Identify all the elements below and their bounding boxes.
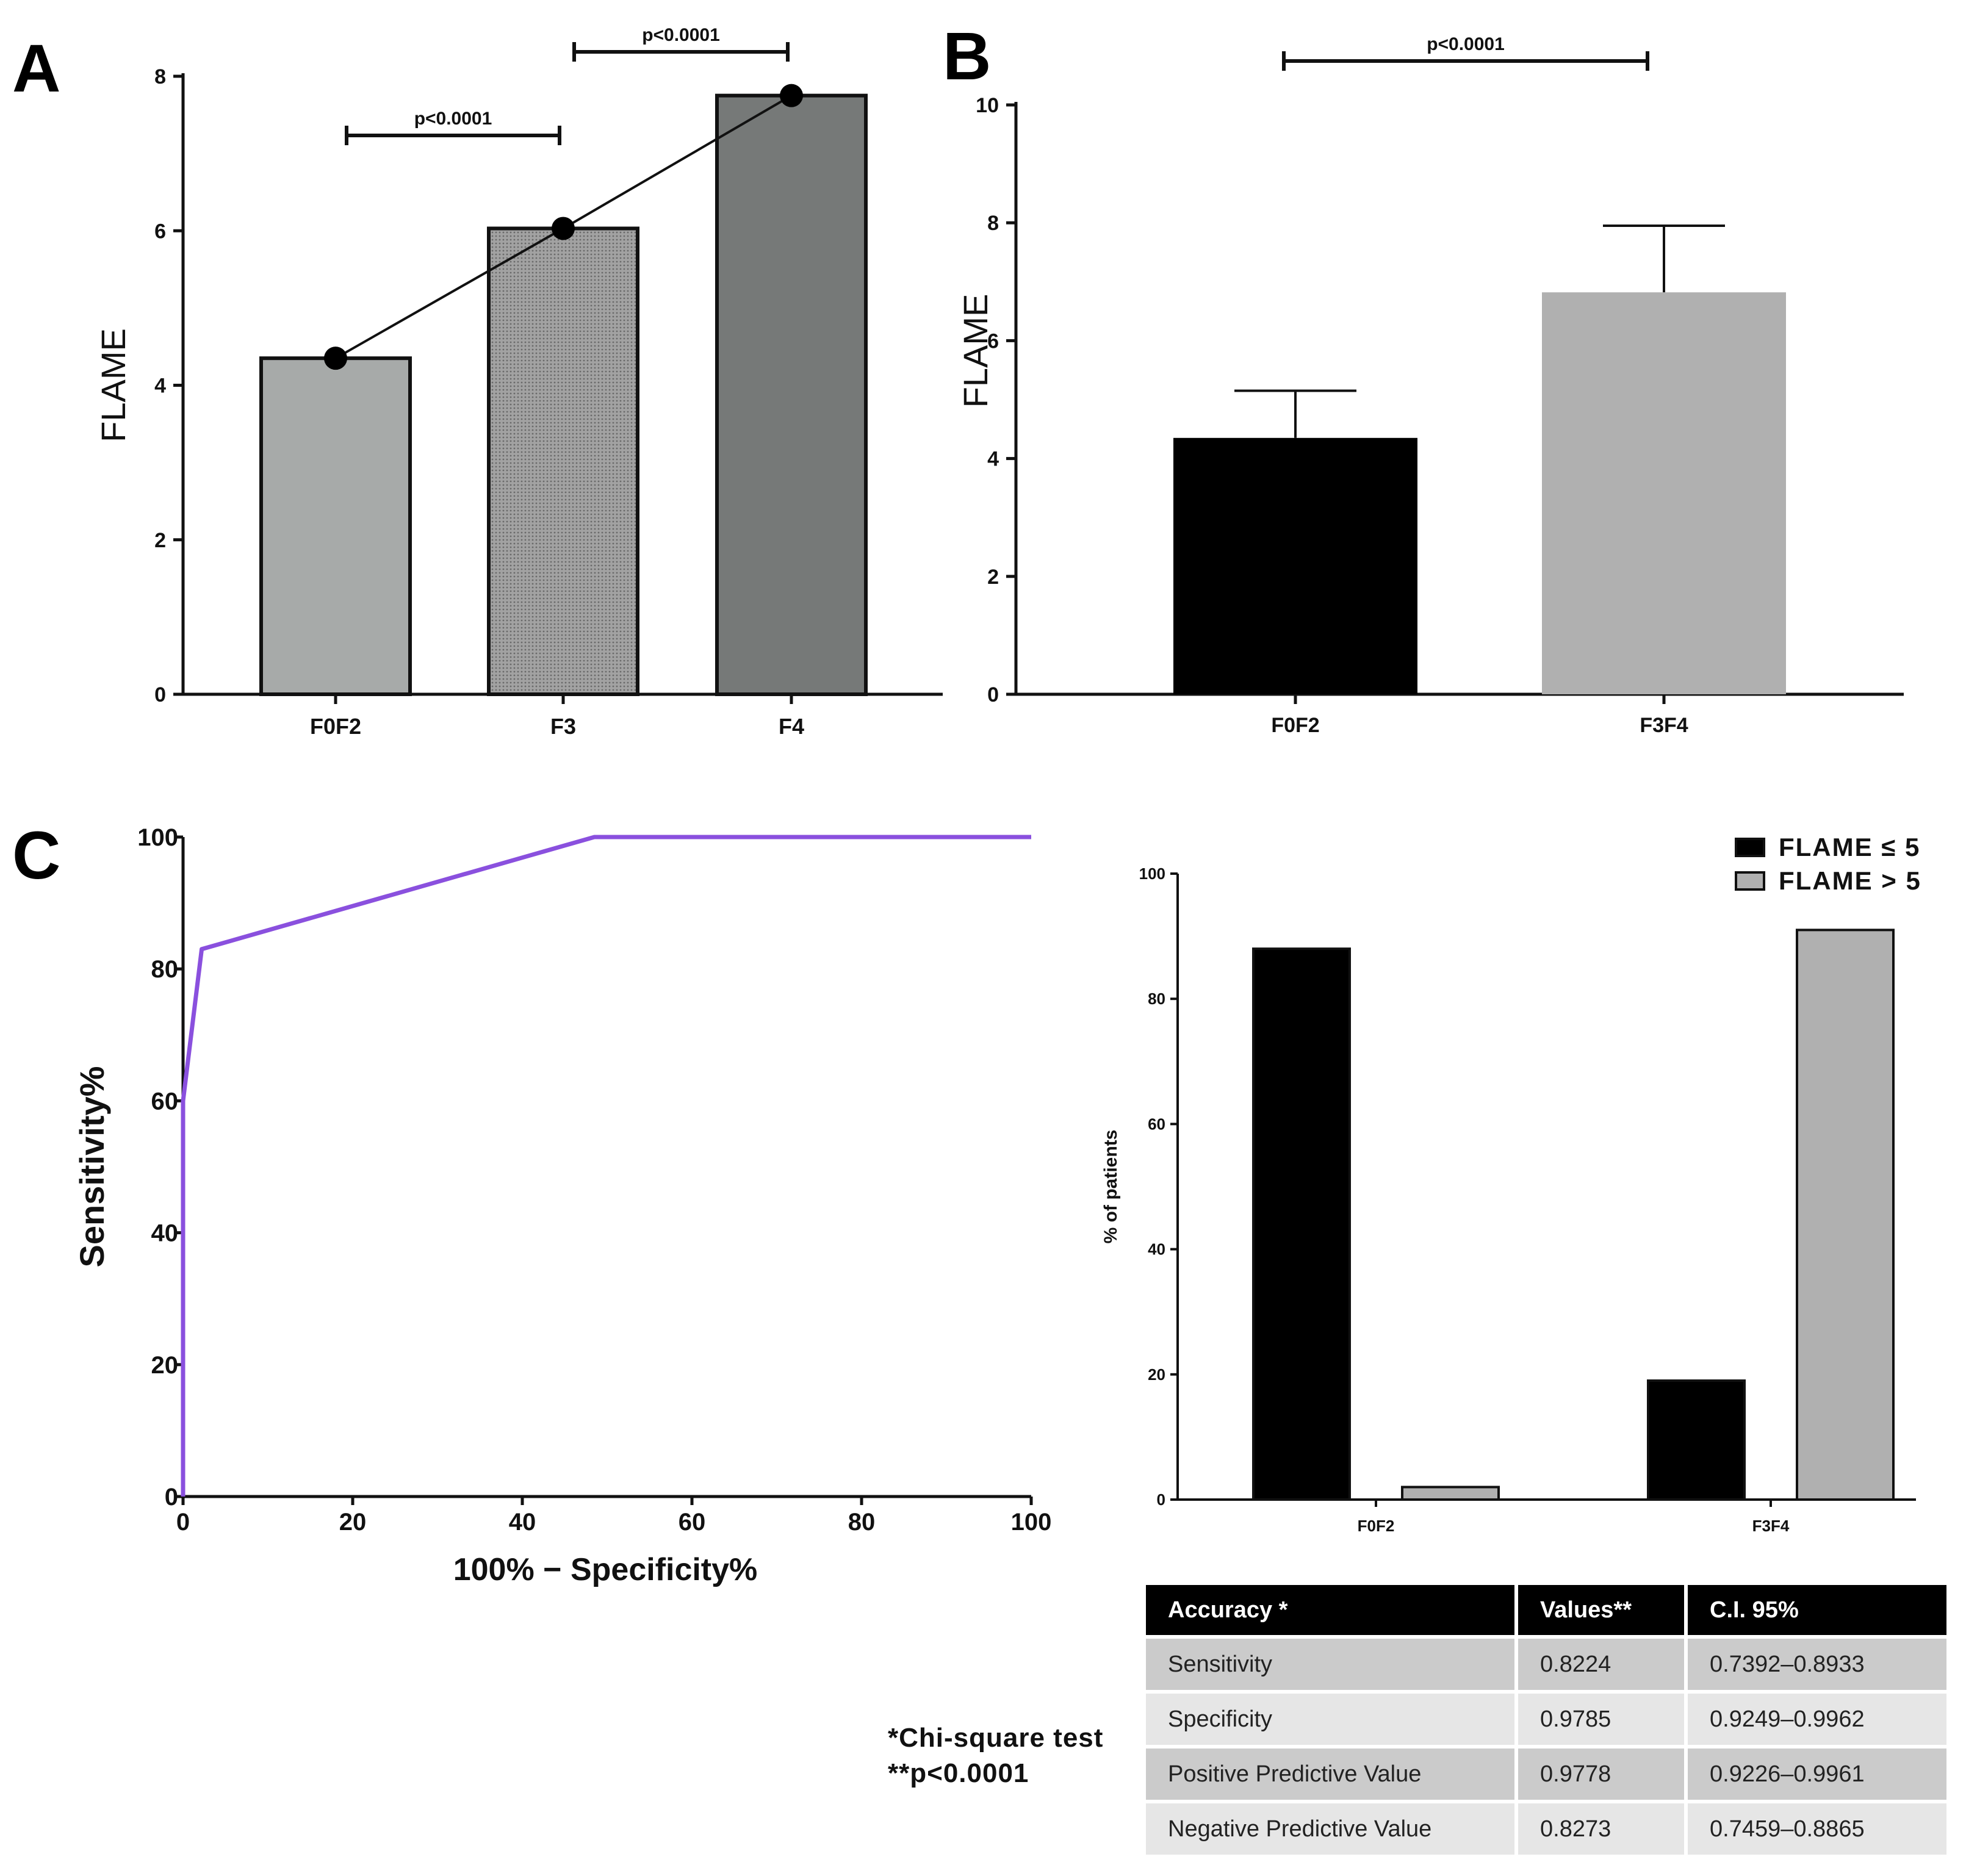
y-tick-label: 60 [151,1088,179,1115]
bar-f3 [487,226,639,697]
y-tick-label: 8 [987,212,999,235]
y-tick-label: 100 [137,824,178,851]
y-tick-label: 40 [151,1220,179,1247]
footnotes: *Chi-square test **p<0.0001 [888,1720,1103,1791]
table-cell: Positive Predictive Value [1146,1745,1518,1802]
legend-label: FLAME ≤ 5 [1779,833,1920,861]
y-tick-label: 80 [1148,990,1165,1008]
y-tick-label: 10 [976,94,999,117]
significance-label: p<0.0001 [642,25,720,45]
trend-point [324,347,347,370]
roc-curve [181,835,1031,1497]
y-axis-label: FLAME [94,328,132,442]
footnote-chi-square: *Chi-square test [888,1723,1104,1753]
trend-point [552,217,575,240]
y-tick-label: 6 [987,329,999,353]
x-tick-label: F3F4 [1640,714,1688,737]
bar-f0f2-series-1 [1401,1486,1500,1501]
table-cell: Specificity [1146,1690,1518,1747]
table-row: Sensitivity 0.8224 0.7392–0.8933 [1146,1635,1946,1692]
table-cell: 0.9226–0.9961 [1686,1745,1946,1802]
significance-label: p<0.0001 [414,109,492,129]
table-cell: 0.7392–0.8933 [1686,1635,1946,1692]
panel-letter-b: B [943,19,991,94]
table-cell: Sensitivity [1146,1635,1518,1692]
x-tick-label: 40 [509,1509,536,1536]
table-cell: 0.9778 [1516,1745,1688,1802]
bar-f0f2-series-0 [1252,947,1351,1501]
x-tick-label: F3 [550,714,576,739]
y-tick-label: 0 [165,1484,178,1511]
legend-swatch [1735,871,1765,891]
y-tick-label: 0 [1157,1490,1165,1509]
chart-c-percent-patients: 0 20 40 60 80 100 F0F2 F3F4 % of patients FLAME ≤… [1101,833,1921,1535]
y-tick-label: 2 [154,529,166,552]
table-cell: 0.8273 [1516,1800,1688,1855]
bar-f0f2 [1173,437,1417,694]
x-tick-label: F3F4 [1752,1517,1790,1535]
chart-b-flame-grouped: 0 2 4 6 8 10 F0F2 F3F4 FLAME p<0.0001 [956,34,1904,737]
footnote-p-value: **p<0.0001 [888,1758,1029,1788]
table-header-ci: C.I. 95% [1686,1585,1946,1637]
table-header-values: Values** [1516,1585,1688,1637]
table-cell: 0.8224 [1516,1635,1688,1692]
x-tick-label: 100 [1011,1509,1052,1536]
y-tick-label: 60 [1148,1115,1165,1133]
y-tick-label: 0 [987,683,999,706]
y-tick-label: 0 [154,683,166,706]
x-tick-label: F4 [779,714,804,739]
y-axis-label: FLAME [956,294,995,408]
table-header-accuracy: Accuracy * [1146,1585,1518,1637]
bar-f3f4-series-0 [1647,1379,1746,1501]
table-cell: 0.9785 [1516,1690,1688,1747]
panel-letter-a: A [12,31,60,106]
bar-f3f4 [1542,292,1786,694]
table-row: Specificity 0.9785 0.9249–0.9962 [1146,1690,1946,1747]
y-axis-label: % of patients [1101,1130,1121,1244]
bar-f4 [715,93,868,696]
x-tick-label: 80 [848,1509,876,1536]
bar-f3f4-series-1 [1796,929,1895,1501]
panel-letter-c: C [12,818,60,893]
accuracy-table: Accuracy * Values** C.I. 95% Sensitivity… [1146,1585,1946,1855]
chart-a-flame-by-stage: 0 2 4 6 8 F0F2 F3 F4 FLAME p<0.0001 p<0.0001 [94,25,943,739]
y-tick-label: 80 [151,956,179,983]
table-cell: Negative Predictive Value [1146,1800,1518,1855]
x-tick-label: 0 [176,1509,190,1536]
x-tick-label: F0F2 [310,714,361,739]
chart-c-roc-curve: 0 20 40 60 80 100 0 20 40 60 80 100 100% − Specifici… [73,824,1051,1587]
y-tick-label: 2 [987,566,999,589]
table-row: Negative Predictive Value 0.8273 0.7459–… [1146,1800,1946,1855]
y-tick-label: 40 [1148,1240,1165,1259]
x-tick-label: F0F2 [1358,1517,1395,1535]
significance-label: p<0.0001 [1427,34,1505,54]
y-tick-label: 6 [154,220,166,243]
table-row: Positive Predictive Value 0.9778 0.9226–… [1146,1745,1946,1802]
legend-swatch [1735,838,1765,857]
y-tick-label: 8 [154,65,166,88]
legend-label: FLAME > 5 [1779,866,1921,895]
y-tick-label: 100 [1139,864,1165,883]
table-header-row: Accuracy * Values** C.I. 95% [1146,1585,1946,1637]
y-tick-label: 4 [154,375,166,398]
trend-point [780,84,803,107]
bar-f0f2 [259,356,412,696]
x-tick-label: F0F2 [1271,714,1319,737]
y-tick-label: 20 [1148,1365,1165,1384]
x-tick-label: 20 [339,1509,367,1536]
y-axis-label: Sensitivity% [73,1066,111,1268]
table-cell: 0.9249–0.9962 [1686,1690,1946,1747]
y-tick-label: 4 [987,448,999,471]
y-tick-label: 20 [151,1352,179,1379]
x-tick-label: 60 [679,1509,706,1536]
x-axis-label: 100% − Specificity% [453,1552,758,1587]
table-cell: 0.7459–0.8865 [1686,1800,1946,1855]
